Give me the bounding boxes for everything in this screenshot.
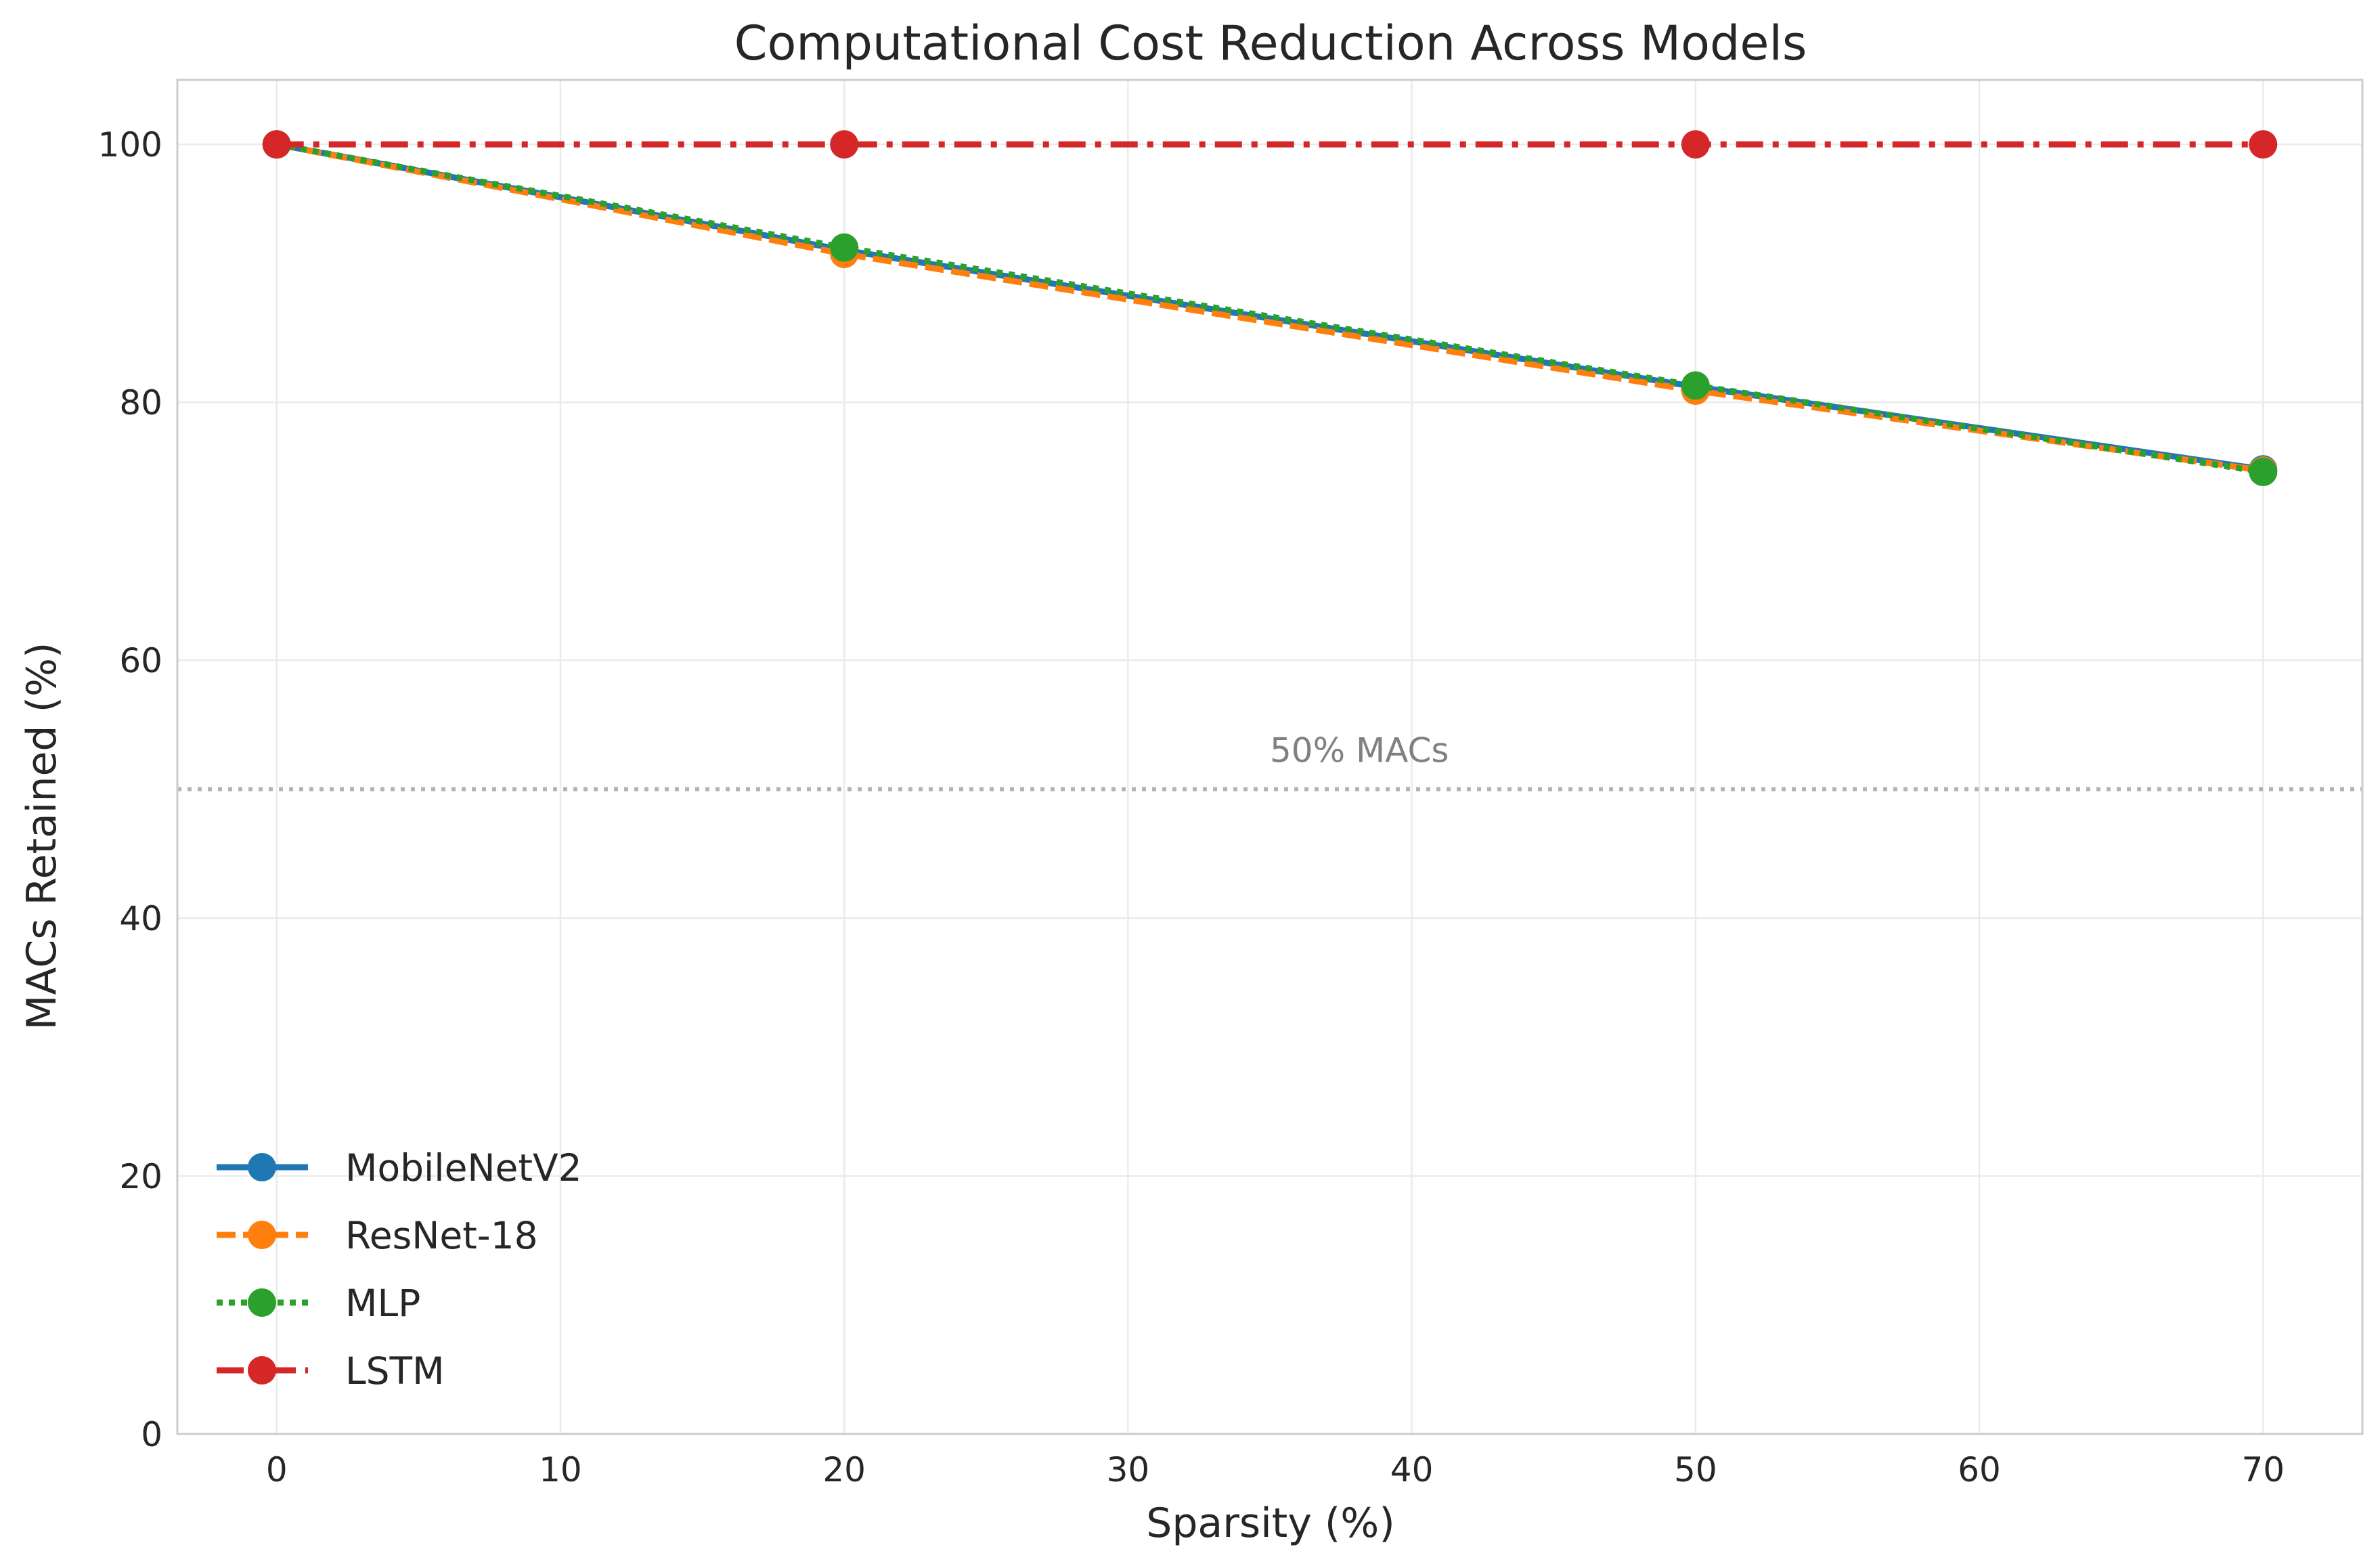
data-point: [1681, 371, 1710, 400]
series-group: [262, 130, 2278, 487]
x-tick-label: 10: [539, 1450, 582, 1489]
legend-label: LSTM: [345, 1349, 445, 1393]
y-tick-label: 80: [119, 383, 162, 422]
legend-item: MLP: [217, 1282, 420, 1325]
legend-item: MobileNetV2: [217, 1146, 582, 1190]
x-tick-label: 20: [822, 1450, 866, 1489]
legend-swatch-marker: [248, 1356, 276, 1385]
x-tick-label: 60: [1958, 1450, 2001, 1489]
legend-swatch-marker: [248, 1221, 276, 1249]
data-point: [1681, 130, 1710, 159]
y-tick-label: 60: [119, 641, 162, 680]
legend-label: ResNet-18: [345, 1214, 538, 1257]
data-point: [2249, 458, 2278, 487]
series-lstm: [262, 130, 2278, 159]
legend: MobileNetV2 ResNet-18 MLP LSTM: [217, 1146, 582, 1393]
reference-line-group: 50% MACs: [177, 731, 2362, 791]
legend-swatch-marker: [248, 1288, 276, 1317]
data-point: [830, 233, 859, 262]
legend-label: MLP: [345, 1282, 420, 1325]
y-tick-label: 100: [98, 125, 162, 165]
x-axis-ticks: 0 10 20 30 40 50 60 70: [266, 1450, 2285, 1489]
legend-item: ResNet-18: [217, 1214, 538, 1257]
x-tick-label: 0: [266, 1450, 288, 1489]
data-point: [830, 130, 859, 159]
x-axis-label: Sparsity (%): [1146, 1500, 1394, 1547]
y-tick-label: 20: [119, 1157, 162, 1196]
reference-line-label: 50% MACs: [1270, 731, 1449, 770]
x-tick-label: 40: [1390, 1450, 1434, 1489]
series-line: [276, 141, 2264, 474]
legend-label: MobileNetV2: [345, 1146, 582, 1190]
plot-frame: [176, 79, 2364, 1435]
legend-swatch-marker: [248, 1153, 276, 1181]
y-tick-label: 0: [141, 1415, 162, 1454]
x-tick-label: 30: [1107, 1450, 1150, 1489]
x-tick-label: 50: [1674, 1450, 1717, 1489]
y-axis-ticks: 0 20 40 60 80 100: [98, 125, 162, 1454]
legend-item: LSTM: [217, 1349, 445, 1393]
chart-title: Computational Cost Reduction Across Mode…: [734, 16, 1807, 71]
data-point: [262, 130, 291, 159]
y-tick-label: 40: [119, 899, 162, 938]
y-axis-label: MACs Retained (%): [18, 643, 66, 1030]
data-point: [2249, 130, 2278, 159]
x-tick-label: 70: [2241, 1450, 2285, 1489]
